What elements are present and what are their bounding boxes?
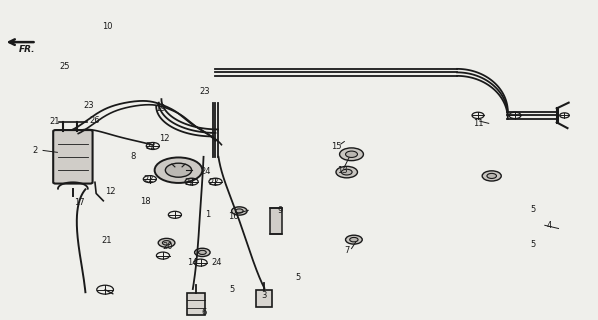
Text: 22: 22 — [144, 175, 154, 184]
Text: FR.: FR. — [19, 45, 36, 54]
Circle shape — [163, 241, 170, 245]
Text: 4: 4 — [547, 221, 552, 230]
Circle shape — [341, 169, 352, 175]
Text: 23: 23 — [199, 87, 210, 96]
Bar — [187, 293, 205, 315]
Text: 24: 24 — [212, 258, 222, 267]
Circle shape — [231, 207, 247, 215]
Circle shape — [166, 163, 191, 177]
Text: 21: 21 — [49, 117, 60, 126]
Text: 3: 3 — [262, 291, 267, 300]
Text: 8: 8 — [130, 152, 136, 161]
Text: 22: 22 — [146, 142, 156, 151]
Text: 23: 23 — [84, 101, 94, 110]
Circle shape — [155, 157, 202, 183]
Text: 9: 9 — [277, 206, 282, 215]
Circle shape — [336, 166, 358, 178]
Text: 11: 11 — [473, 119, 483, 128]
Text: 24: 24 — [200, 167, 210, 176]
Text: 17: 17 — [74, 197, 85, 206]
Text: 1: 1 — [205, 210, 210, 219]
Text: 26: 26 — [89, 116, 100, 125]
Text: 19: 19 — [155, 104, 166, 113]
Text: 25: 25 — [59, 61, 70, 70]
Text: 10: 10 — [102, 22, 112, 31]
Text: 15: 15 — [331, 142, 342, 151]
Circle shape — [346, 235, 362, 244]
Circle shape — [487, 173, 496, 179]
Circle shape — [194, 248, 210, 257]
Text: 5: 5 — [229, 284, 234, 293]
Text: 7: 7 — [344, 246, 349, 255]
Text: 14: 14 — [188, 258, 198, 267]
Text: 5: 5 — [295, 273, 300, 282]
Text: 13: 13 — [337, 166, 347, 175]
Text: 22: 22 — [209, 178, 219, 187]
FancyBboxPatch shape — [53, 130, 93, 184]
Text: 12: 12 — [160, 134, 170, 143]
Circle shape — [482, 171, 501, 181]
Text: 22: 22 — [185, 178, 195, 187]
Bar — [256, 290, 271, 307]
Circle shape — [350, 237, 358, 242]
Text: 5: 5 — [530, 205, 535, 214]
Text: 2: 2 — [33, 146, 38, 155]
Circle shape — [340, 148, 364, 161]
Text: 20: 20 — [163, 242, 173, 251]
Text: 5: 5 — [530, 240, 535, 249]
Text: 12: 12 — [105, 188, 115, 196]
Circle shape — [199, 250, 206, 254]
Text: 6: 6 — [202, 308, 207, 317]
Text: 21: 21 — [102, 236, 112, 245]
Text: 18: 18 — [141, 197, 151, 206]
Circle shape — [158, 238, 175, 247]
Bar — [270, 208, 282, 234]
Text: 16: 16 — [228, 212, 239, 221]
Circle shape — [236, 209, 243, 213]
Circle shape — [346, 151, 358, 157]
